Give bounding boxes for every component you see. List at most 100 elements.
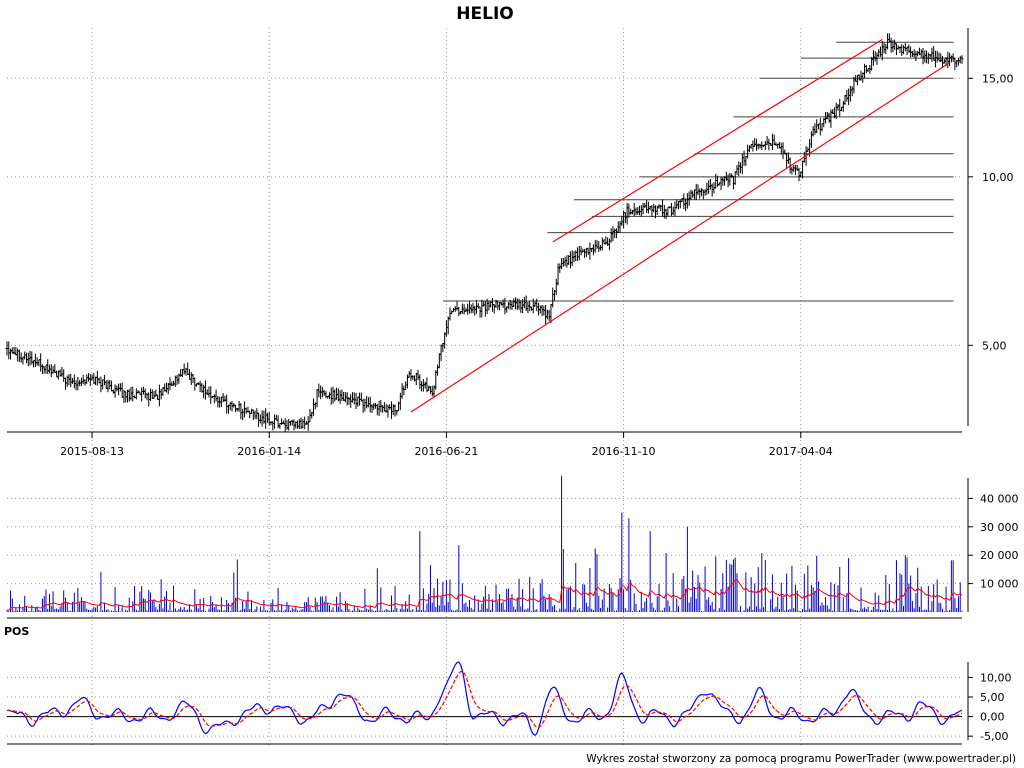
x-tick-label-2: 2016-06-21 xyxy=(414,445,478,458)
ohlc-bar xyxy=(958,55,962,64)
ohlc-bar xyxy=(288,420,292,426)
pos-y-tick-label-2: 0,00 xyxy=(980,711,1005,724)
ohlc-bar xyxy=(781,142,785,160)
ohlc-bar xyxy=(673,201,677,217)
ohlc-bar xyxy=(315,388,319,408)
ohlc-bar xyxy=(607,238,611,251)
ohlc-bar xyxy=(16,348,20,362)
pos-gridlines xyxy=(7,676,962,737)
ohlc-bar xyxy=(836,103,840,111)
ohlc-bar xyxy=(33,353,37,368)
ohlc-bar xyxy=(882,42,886,54)
ohlc-bar xyxy=(740,153,744,175)
footer-credit: Wykres został stworzony za pomocą progra… xyxy=(586,753,1016,765)
ohlc-bar xyxy=(203,380,207,400)
ohlc-bar xyxy=(106,379,110,393)
ohlc-bar xyxy=(248,410,252,419)
ohlc-bar xyxy=(878,46,882,57)
ohlc-bar xyxy=(336,388,340,402)
ohlc-bar xyxy=(428,386,432,394)
ohlc-bar xyxy=(39,353,43,372)
ohlc-bar xyxy=(737,161,741,177)
support-resistance-levels xyxy=(442,41,954,302)
ohlc-bar xyxy=(102,374,106,386)
ohlc-bar xyxy=(510,301,514,310)
ohlc-bar xyxy=(556,263,560,286)
ohlc-bar xyxy=(554,278,558,296)
ohlc-bar xyxy=(877,49,881,57)
ohlc-bar xyxy=(884,43,888,54)
ohlc-bar xyxy=(172,380,176,386)
pos-y-tick-label-0: 10,00 xyxy=(980,671,1012,684)
ohlc-bar xyxy=(141,386,145,395)
ohlc-bar xyxy=(528,301,532,312)
ohlc-bar xyxy=(813,123,817,135)
ohlc-bar xyxy=(685,193,689,209)
ohlc-bar xyxy=(354,392,358,410)
ohlc-bar xyxy=(389,401,393,419)
ohlc-bar xyxy=(42,366,46,374)
ohlc-bar xyxy=(467,301,471,314)
pos-y-tick-label-1: 5,00 xyxy=(980,691,1005,704)
ohlc-bar xyxy=(861,72,865,83)
ohlc-bar xyxy=(207,386,211,398)
ohlc-bar xyxy=(19,352,23,363)
ohlc-bar xyxy=(157,384,161,407)
ohlc-bar xyxy=(859,70,863,81)
ohlc-bar xyxy=(576,247,580,261)
ohlc-bar xyxy=(44,364,48,374)
ohlc-bar xyxy=(274,414,278,421)
ohlc-bar xyxy=(893,39,897,50)
ohlc-bar xyxy=(111,389,115,394)
price-gridlines xyxy=(7,28,962,745)
ohlc-bar xyxy=(634,207,638,216)
ohlc-bar xyxy=(94,376,98,386)
ohlc-bar xyxy=(850,86,854,97)
ohlc-bar xyxy=(629,208,633,215)
price-axes: 5,00 10,00 15,00 2015-08-13 2016-01-14 2016-0… xyxy=(7,28,1014,458)
volume-gridlines xyxy=(7,497,962,585)
x-tick-label-4: 2017-04-04 xyxy=(769,445,833,458)
ohlc-bar xyxy=(855,74,859,86)
ohlc-bar xyxy=(496,300,500,310)
ohlc-bar xyxy=(108,379,112,390)
ohlc-bar xyxy=(815,119,819,134)
volume-axes: 10 000 20 000 30 000 40 000 xyxy=(7,478,1019,619)
ohlc-bar xyxy=(219,396,223,407)
ohlc-bar xyxy=(290,419,294,426)
ohlc-bar xyxy=(666,206,670,217)
ohlc-bar xyxy=(365,395,369,409)
ohlc-bar xyxy=(886,33,890,50)
ohlc-bar xyxy=(32,360,36,368)
ohlc-bar xyxy=(72,374,76,389)
ohlc-bar xyxy=(742,150,746,166)
ohlc-bar xyxy=(475,299,479,314)
ohlc-bar xyxy=(611,226,615,242)
ohlc-bar xyxy=(264,408,268,429)
ohlc-bar xyxy=(691,190,695,198)
ohlc-bar xyxy=(574,250,578,262)
ohlc-bar xyxy=(698,188,702,199)
pos-y-tick-label-3: -5,00 xyxy=(980,730,1008,743)
ohlc-bar xyxy=(604,236,608,245)
ohlc-bar xyxy=(707,180,711,194)
ohlc-bar xyxy=(689,189,693,200)
ohlc-bar xyxy=(241,408,245,421)
ohlc-bar xyxy=(117,383,121,396)
pos-oscillator-lines xyxy=(6,661,963,736)
ohlc-bar xyxy=(63,377,67,390)
pos-signal-series xyxy=(6,670,963,729)
ohlc-bar xyxy=(342,391,346,401)
ohlc-bar xyxy=(848,85,852,102)
ohlc-bar xyxy=(721,177,725,187)
channel-line-0 xyxy=(410,62,950,413)
ohlc-bar xyxy=(265,412,269,424)
ohlc-bar xyxy=(149,388,153,401)
ohlc-bar xyxy=(921,48,925,65)
ohlc-bar xyxy=(120,382,124,398)
ohlc-bar xyxy=(444,320,448,337)
ohlc-bar xyxy=(905,46,909,56)
ohlc-bar xyxy=(703,189,707,196)
ohlc-bar xyxy=(898,46,902,54)
ohlc-bar xyxy=(953,57,957,70)
